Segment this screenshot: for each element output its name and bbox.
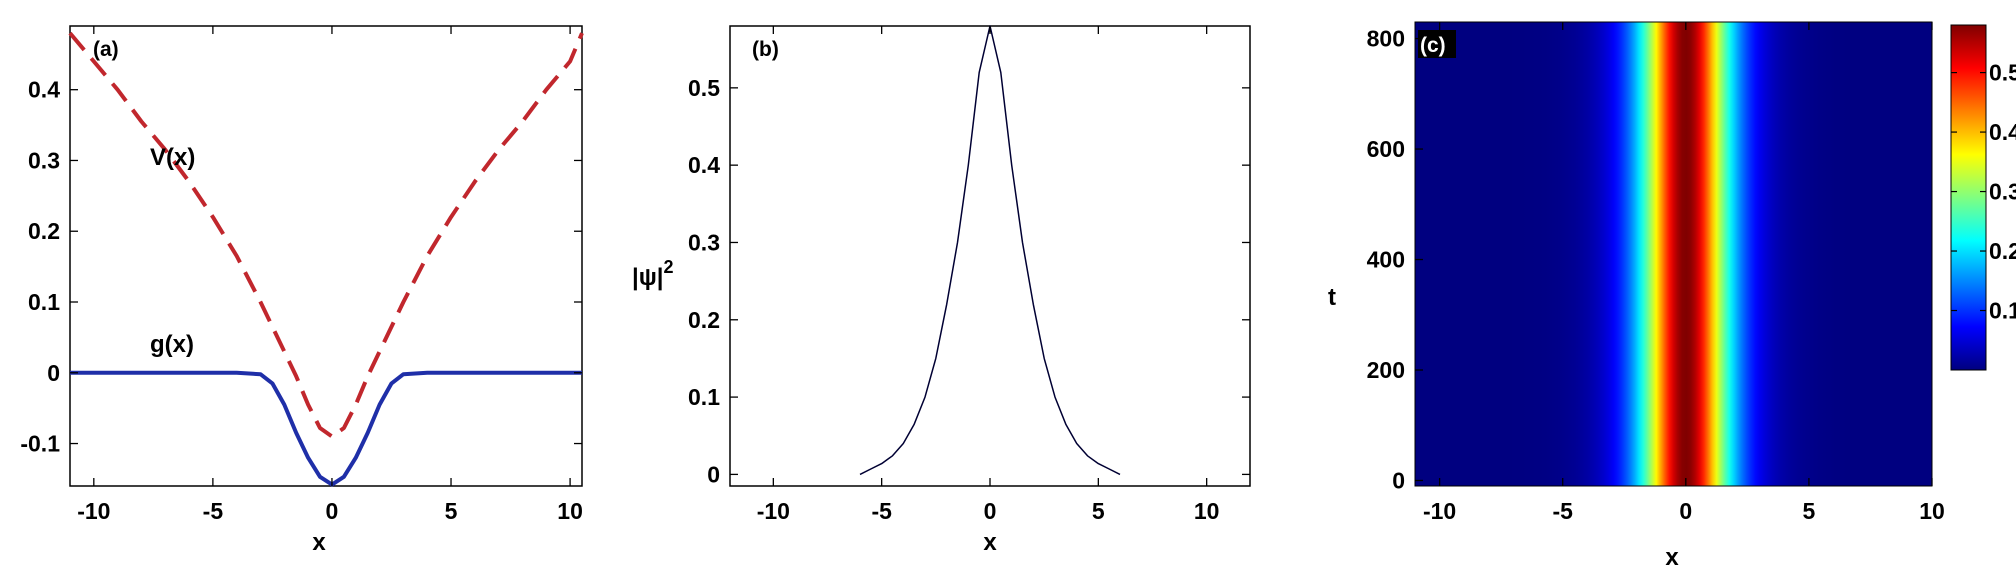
- panel-a-ticks: -10 -5 0 5 10 -0.1 0 0.1 0.2 0.3 0.4: [20, 26, 583, 524]
- panel-a-xtick-label: -10: [77, 498, 110, 524]
- panel-a-xlabel: x: [312, 529, 326, 556]
- panel-a-ytick-label: 0.1: [28, 289, 60, 315]
- panel-b-ylabel-sup: 2: [664, 257, 674, 277]
- panel-c-xlabel: x: [1665, 544, 1679, 571]
- colorbar-ticks: 0.1 0.2 0.3 0.4 0.5: [1951, 60, 2016, 324]
- panel-a-ytick-label: 0.3: [28, 147, 60, 173]
- panel-b-ytick-label: 0.5: [688, 75, 720, 101]
- panel-c-ylabel: t: [1328, 284, 1336, 311]
- colorbar: [1950, 24, 1987, 371]
- panel-b-ytick-label: 0.3: [688, 229, 720, 255]
- panel-b-xtick-label: -10: [757, 498, 790, 524]
- panel-b-xtick-label: -5: [871, 498, 892, 524]
- panel-b-xtick-label: 0: [984, 498, 997, 524]
- panel-b-label: (b): [752, 38, 779, 61]
- panel-a-series-line-0: [68, 31, 584, 439]
- panel-c-ytick-label: 800: [1367, 26, 1405, 52]
- colorbar-tick-label: 0.5: [1989, 60, 2016, 86]
- panel-c-ytick-label: 200: [1367, 357, 1405, 383]
- panel-b-xtick-label: 10: [1194, 498, 1220, 524]
- panel-a-frame: [69, 25, 583, 487]
- panel-b-frame: [729, 25, 1251, 487]
- panel-b-ytick-label: 0: [707, 461, 720, 487]
- panel-c-xtick-label: -10: [1423, 498, 1456, 524]
- panel-a-ytick-label: 0: [47, 360, 60, 386]
- panel-a-label: (a): [93, 38, 119, 61]
- series-label-v: V(x): [150, 144, 195, 171]
- panel-b-ylabel-base: |ψ|: [632, 264, 664, 291]
- panel-b-ticks: -10 -5 0 5 10 0 0.1 0.2 0.3 0.4 0.5: [688, 26, 1250, 524]
- panel-a-xtick-label: 0: [326, 498, 339, 524]
- panel-a-xtick-label: -5: [203, 498, 224, 524]
- panel-b-xtick-label: 5: [1092, 498, 1105, 524]
- panel-c: -10 -5 0 5 10 0 200 400 600 800 (c) t x 0.1 0.2 0.3…: [1328, 21, 2016, 571]
- panel-c-label-bg: [1418, 30, 1456, 58]
- panel-b: -10 -5 0 5 10 0 0.1 0.2 0.3 0.4 0.5 (b) |ψ|2 x: [632, 25, 1251, 556]
- series-label-g: g(x): [150, 331, 194, 358]
- panel-a: -10 -5 0 5 10 -0.1 0 0.1 0.2 0.3 0.4 (a) V(x) g(x)…: [20, 25, 584, 556]
- colorbar-tick-label: 0.4: [1989, 119, 2016, 145]
- panel-b-xlabel: x: [983, 529, 997, 556]
- colorbar-tick-label: 0.2: [1989, 238, 2016, 264]
- panel-b-ytick-label: 0.1: [688, 384, 720, 410]
- panel-c-xtick-label: -5: [1552, 498, 1573, 524]
- colorbar-tick-label: 0.1: [1989, 298, 2016, 324]
- panel-a-ytick-label: -0.1: [20, 431, 60, 457]
- panel-b-ytick-label: 0.2: [688, 307, 720, 333]
- panel-a-ytick-label: 0.2: [28, 218, 60, 244]
- panel-c-xtick-label: 5: [1803, 498, 1816, 524]
- panel-c-ytick-label: 600: [1367, 136, 1405, 162]
- panel-c-xtick-label: 10: [1919, 498, 1945, 524]
- panel-a-ytick-label: 0.4: [28, 77, 60, 103]
- panel-c-label: (c): [1420, 34, 1446, 57]
- heatmap: [1414, 21, 1933, 487]
- colorbar-tick-label: 0.3: [1989, 179, 2016, 205]
- panel-c-ytick-label: 400: [1367, 247, 1405, 273]
- panel-a-xtick-label: 10: [557, 498, 583, 524]
- panel-b-ylabel: |ψ|2: [632, 257, 674, 291]
- panel-c-xtick-label: 0: [1679, 498, 1692, 524]
- panel-b-ytick-label: 0.4: [688, 152, 720, 178]
- panel-c-ytick-label: 0: [1392, 467, 1405, 493]
- panel-a-xtick-label: 5: [445, 498, 458, 524]
